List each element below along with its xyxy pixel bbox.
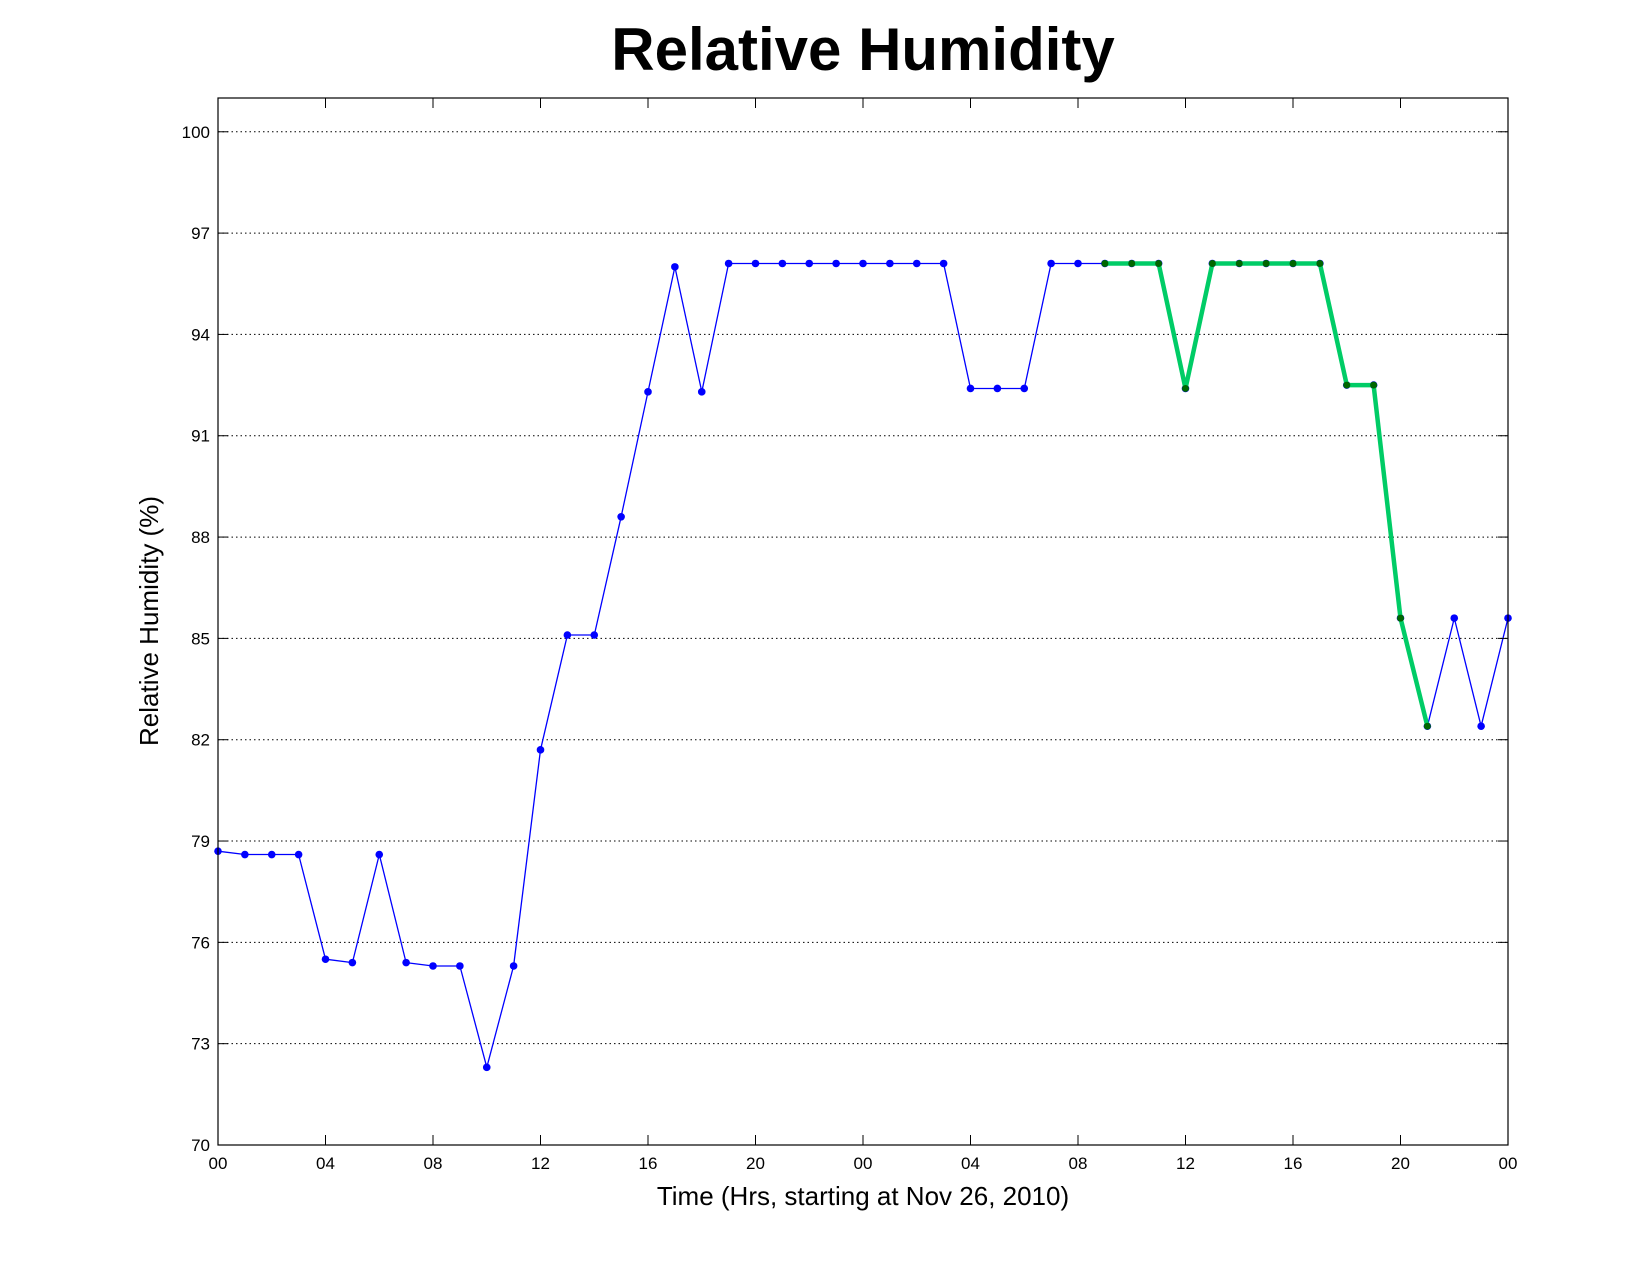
series-1-point	[563, 631, 572, 639]
series-2-point	[1397, 614, 1404, 622]
y-tick-label: 73	[191, 1035, 210, 1054]
x-tick-label: 20	[1391, 1154, 1410, 1173]
y-tick-label: 88	[191, 528, 210, 547]
y-tick-label: 79	[191, 832, 210, 851]
x-tick-label: 04	[961, 1154, 980, 1173]
series-1-point	[912, 259, 921, 268]
series-2-point	[1289, 259, 1297, 267]
y-tick-label: 97	[191, 224, 210, 243]
series-1-point	[644, 388, 652, 396]
series-1-point	[590, 631, 599, 639]
series-2-point	[1370, 381, 1378, 389]
x-tick-label: 08	[424, 1154, 443, 1173]
series-1-point	[993, 384, 1002, 393]
series-1-point	[429, 962, 437, 970]
series-1-point	[1477, 722, 1485, 730]
series-2-point	[1316, 259, 1324, 267]
y-tick-label: 82	[191, 731, 210, 750]
series-1-point	[697, 388, 706, 396]
series-line-1	[217, 262, 1509, 1068]
y-axis-label: Relative Humidity (%)	[134, 496, 164, 746]
series-1-point	[1074, 259, 1082, 268]
x-tick-label: 00	[1499, 1154, 1518, 1173]
x-axis-label: Time (Hrs, starting at Nov 26, 2010)	[657, 1181, 1069, 1211]
series-1-point	[751, 259, 760, 268]
series-1-point	[1047, 259, 1055, 268]
series-layer	[214, 259, 1512, 1072]
y-tick-label: 70	[191, 1136, 210, 1155]
x-tick-label: 16	[639, 1154, 658, 1173]
grid	[218, 131, 1508, 1045]
series-1-point	[402, 958, 410, 967]
y-tick-label: 91	[191, 427, 210, 446]
series-1-point	[805, 259, 814, 268]
series-1-point	[321, 955, 330, 964]
series-2-point	[1128, 259, 1136, 267]
x-tick-label: 00	[209, 1154, 228, 1173]
y-tick-label: 100	[182, 123, 210, 142]
ticks: 70 73 76 79 82 85 88 91 94 97 100 00 04 08 12 16 20 00 04 0…	[182, 98, 1518, 1173]
series-1-point	[456, 962, 464, 970]
series-1-point	[778, 259, 787, 268]
series-2-point	[1208, 259, 1216, 267]
x-tick-label: 12	[1176, 1154, 1195, 1173]
series-1-point	[859, 259, 867, 268]
series-2-point	[1343, 381, 1351, 389]
x-tick-label: 16	[1284, 1154, 1303, 1173]
x-tick-label: 04	[316, 1154, 335, 1173]
series-2-point	[1235, 259, 1243, 267]
series-1-point	[375, 850, 384, 859]
x-tick-label: 08	[1069, 1154, 1088, 1173]
series-1-point	[886, 259, 894, 268]
series-2-point	[1182, 384, 1189, 392]
y-tick-label: 94	[191, 325, 210, 344]
y-tick-label: 85	[191, 629, 210, 648]
series-1-point	[617, 513, 625, 521]
chart-title: Relative Humidity	[611, 16, 1115, 83]
y-tick-label: 76	[191, 933, 210, 952]
series-1-point	[1450, 614, 1459, 622]
series-line-2	[1104, 261, 1430, 727]
series-1-point	[294, 850, 303, 859]
x-tick-label: 12	[531, 1154, 550, 1173]
series-1-point	[241, 850, 249, 859]
series-1-point	[536, 746, 545, 754]
series-1-point	[482, 1063, 491, 1072]
series-1-point	[267, 850, 276, 859]
series-2-point	[1423, 722, 1431, 730]
x-tick-label: 00	[854, 1154, 873, 1173]
series-2-point	[1155, 259, 1163, 267]
series-1-point	[671, 263, 679, 271]
x-tick-label: 20	[746, 1154, 765, 1173]
series-1-point	[509, 962, 518, 970]
series-1-point	[832, 259, 840, 268]
series-1-point	[724, 259, 733, 268]
series-1-point	[348, 958, 357, 967]
series-1-point	[966, 384, 975, 393]
series-2-point	[1262, 259, 1270, 267]
plot-frame	[217, 97, 1509, 1146]
series-2-point	[1101, 259, 1109, 267]
series-1-point	[939, 259, 948, 268]
series-1-point	[1020, 384, 1029, 393]
